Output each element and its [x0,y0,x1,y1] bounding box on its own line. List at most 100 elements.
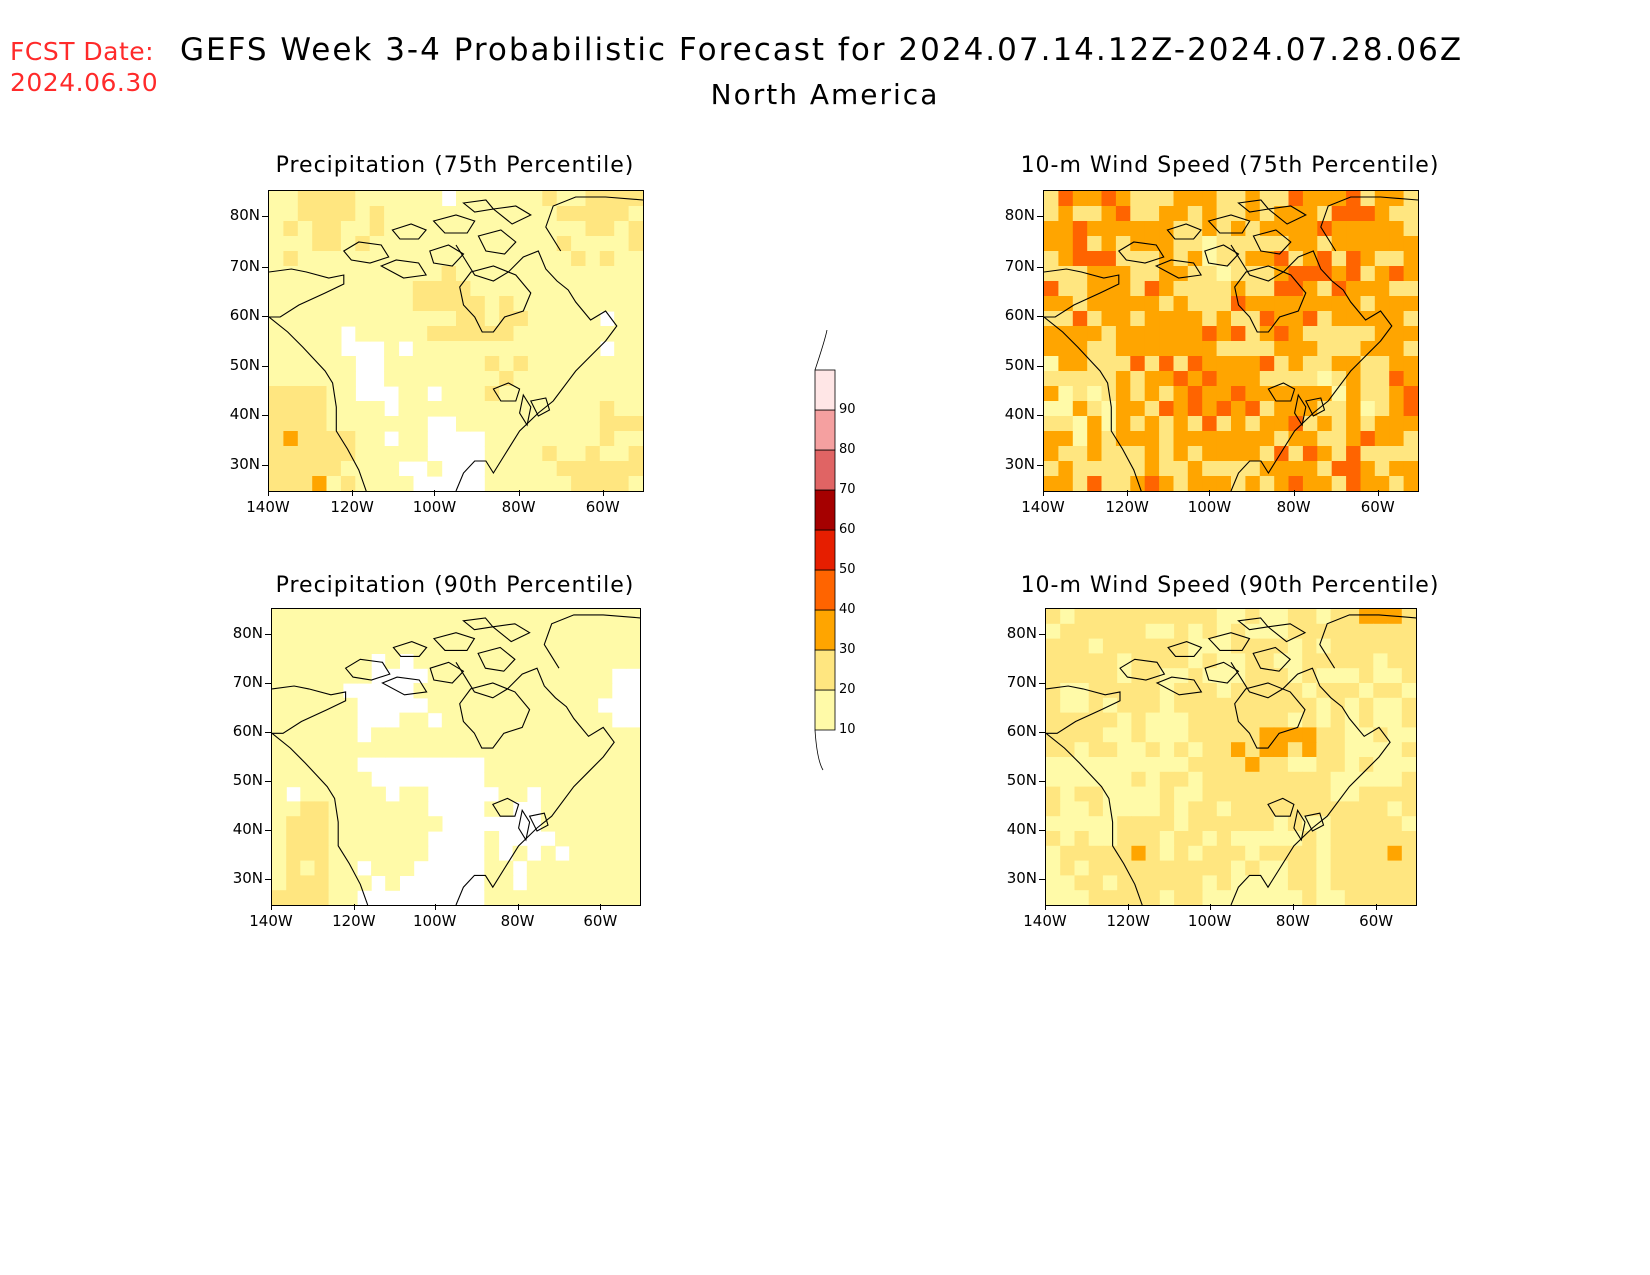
field-cell [1074,771,1090,788]
field-cell [1245,757,1260,773]
field-cell [269,431,284,447]
field-cell [398,371,414,387]
field-cell [585,416,601,432]
field-cell [1087,356,1103,372]
field-cell [1231,816,1246,832]
field-cell [1374,236,1390,252]
coastline-island [477,229,517,255]
field-cell [356,653,372,669]
field-cell [583,816,599,832]
field-cell [1058,341,1074,357]
field-cell [1074,712,1090,728]
coastline-atlantic [455,662,615,905]
lon-tick [1292,904,1294,910]
field-cell [1187,446,1203,462]
field-cell [484,801,500,817]
field-cell [399,623,415,640]
field-cell [1046,771,1061,788]
field-cell [1088,727,1104,743]
field-cell [556,461,572,477]
field-cell [1058,401,1074,417]
field-cell [470,236,486,252]
field-cell [1373,623,1389,640]
field-cell [456,416,471,432]
field-cell [355,446,371,462]
field-cell [356,845,372,862]
field-cell [599,326,615,342]
lon-tick [268,490,269,496]
field-cell [1202,771,1218,788]
field-cell [1130,416,1146,432]
field-cell [542,476,558,491]
field-cell [1144,341,1160,357]
field-cell [555,638,570,654]
field-cell [556,206,572,222]
field-cell [1273,816,1289,832]
field-cell [1389,341,1405,357]
field-cell [1401,727,1416,743]
field-cell [1173,236,1189,252]
field-cell [297,356,313,372]
field-cell [1188,712,1204,728]
field-cell [1273,638,1289,654]
field-cell [1087,311,1103,327]
field-cell [1344,727,1360,743]
field-cell [297,476,313,491]
field-cell [470,221,486,237]
field-cell [412,296,428,312]
field-cell [499,311,515,327]
field-cell [1188,638,1204,654]
field-cell [427,191,443,207]
field-cell [1072,251,1088,267]
field-cell [1274,221,1290,237]
field-cell [1144,461,1160,477]
field-cell [1159,311,1175,327]
field-cell [1302,221,1318,237]
field-cell [1316,890,1332,905]
field-cell [1088,816,1104,832]
field-cell [1088,757,1104,773]
field-cell [1144,266,1160,282]
coastline-island [491,623,531,643]
field-cell [385,801,400,817]
field-cell [1273,742,1289,758]
field-cell [484,609,500,625]
field-cell [286,831,301,847]
field-cell [314,771,330,788]
lat-tick [1039,781,1045,783]
field-cell [628,281,643,297]
field-cell [1331,221,1347,237]
field-cell [583,860,599,876]
field-cell [1374,281,1390,297]
field-cell [513,461,529,477]
lon-tick [434,904,436,910]
field-cell [597,845,613,862]
field-cell [1403,356,1418,372]
probability-field [1046,609,1416,905]
field-cell [1360,266,1376,282]
field-cell [1389,461,1405,477]
field-cell [569,771,584,788]
field-cell [555,683,570,699]
field-cell [1117,742,1132,758]
field-cell [1389,476,1405,491]
field-cell [399,742,415,758]
field-cell [1403,251,1418,267]
field-cell [1202,386,1218,402]
field-cell [1259,860,1275,876]
field-cell [484,431,500,447]
field-cell [597,712,613,728]
field-cell [1373,845,1389,862]
field-cell [300,771,316,788]
field-cell [1231,266,1246,282]
field-cell [427,206,443,222]
field-cell [340,206,356,222]
field-cell [597,831,613,847]
field-cell [1317,251,1333,267]
field-cell [369,191,385,207]
field-cell [1087,326,1103,342]
field-cell [384,416,400,432]
field-cell [1060,638,1075,654]
field-cell [556,341,572,357]
field-cell [1102,683,1118,699]
